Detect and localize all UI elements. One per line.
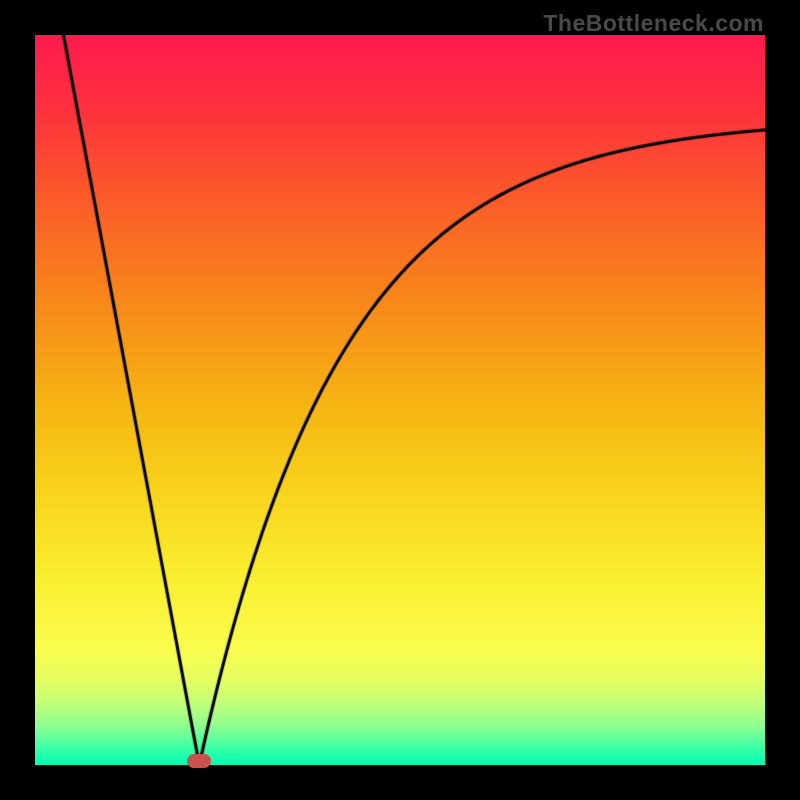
chart-container: TheBottleneck.com	[0, 0, 800, 800]
plot-area	[35, 35, 765, 765]
minimum-marker	[187, 754, 211, 768]
watermark-label: TheBottleneck.com	[543, 10, 764, 36]
curve-canvas	[35, 35, 765, 765]
watermark-text: TheBottleneck.com	[543, 10, 764, 37]
